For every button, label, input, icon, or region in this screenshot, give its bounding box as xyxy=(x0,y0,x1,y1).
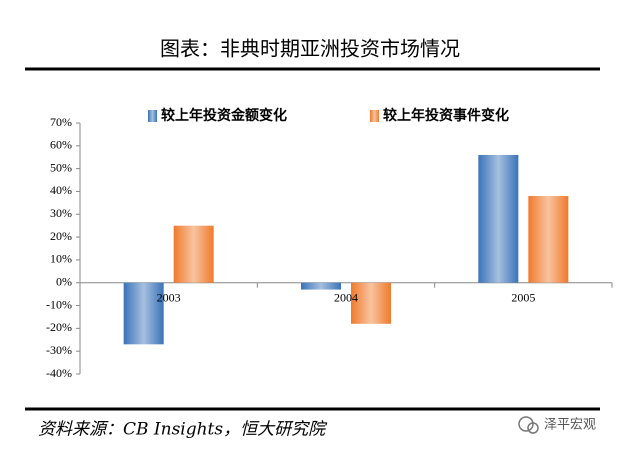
watermark: 泽平宏观 xyxy=(544,418,596,433)
bar xyxy=(173,225,214,283)
y-tick-label: -30% xyxy=(46,343,72,357)
y-tick-label: 30% xyxy=(50,206,72,220)
y-tick-label: -20% xyxy=(46,320,72,334)
y-tick-label: -10% xyxy=(46,297,72,311)
legend-swatch xyxy=(370,110,379,122)
bar xyxy=(123,282,164,345)
x-tick-label: 2005 xyxy=(511,290,535,304)
source: 资料来源：CB Insights，恒大研究院 xyxy=(38,420,328,440)
y-tick-label: 60% xyxy=(50,138,72,152)
bar xyxy=(528,196,569,283)
y-tick-label: 0% xyxy=(56,274,72,288)
legend-swatch xyxy=(148,110,157,122)
y-tick-label: 10% xyxy=(50,252,72,266)
y-tick-label: 50% xyxy=(50,160,72,174)
x-tick-label: 2003 xyxy=(157,290,181,304)
y-tick-label: 40% xyxy=(50,183,72,197)
bar xyxy=(478,154,519,283)
legend-label: 较上年投资金额变化 xyxy=(161,107,287,124)
y-tick-label: -40% xyxy=(46,366,72,380)
legend-label: 较上年投资事件变化 xyxy=(383,107,509,124)
watermark-icon xyxy=(518,416,539,434)
bar xyxy=(301,282,341,290)
y-tick-label: 70% xyxy=(50,115,72,129)
x-tick-label: 2004 xyxy=(334,290,358,304)
bar xyxy=(351,282,391,324)
y-tick-label: 20% xyxy=(50,229,72,243)
title: 图表：非典时期亚洲投资市场情况 xyxy=(160,37,460,61)
